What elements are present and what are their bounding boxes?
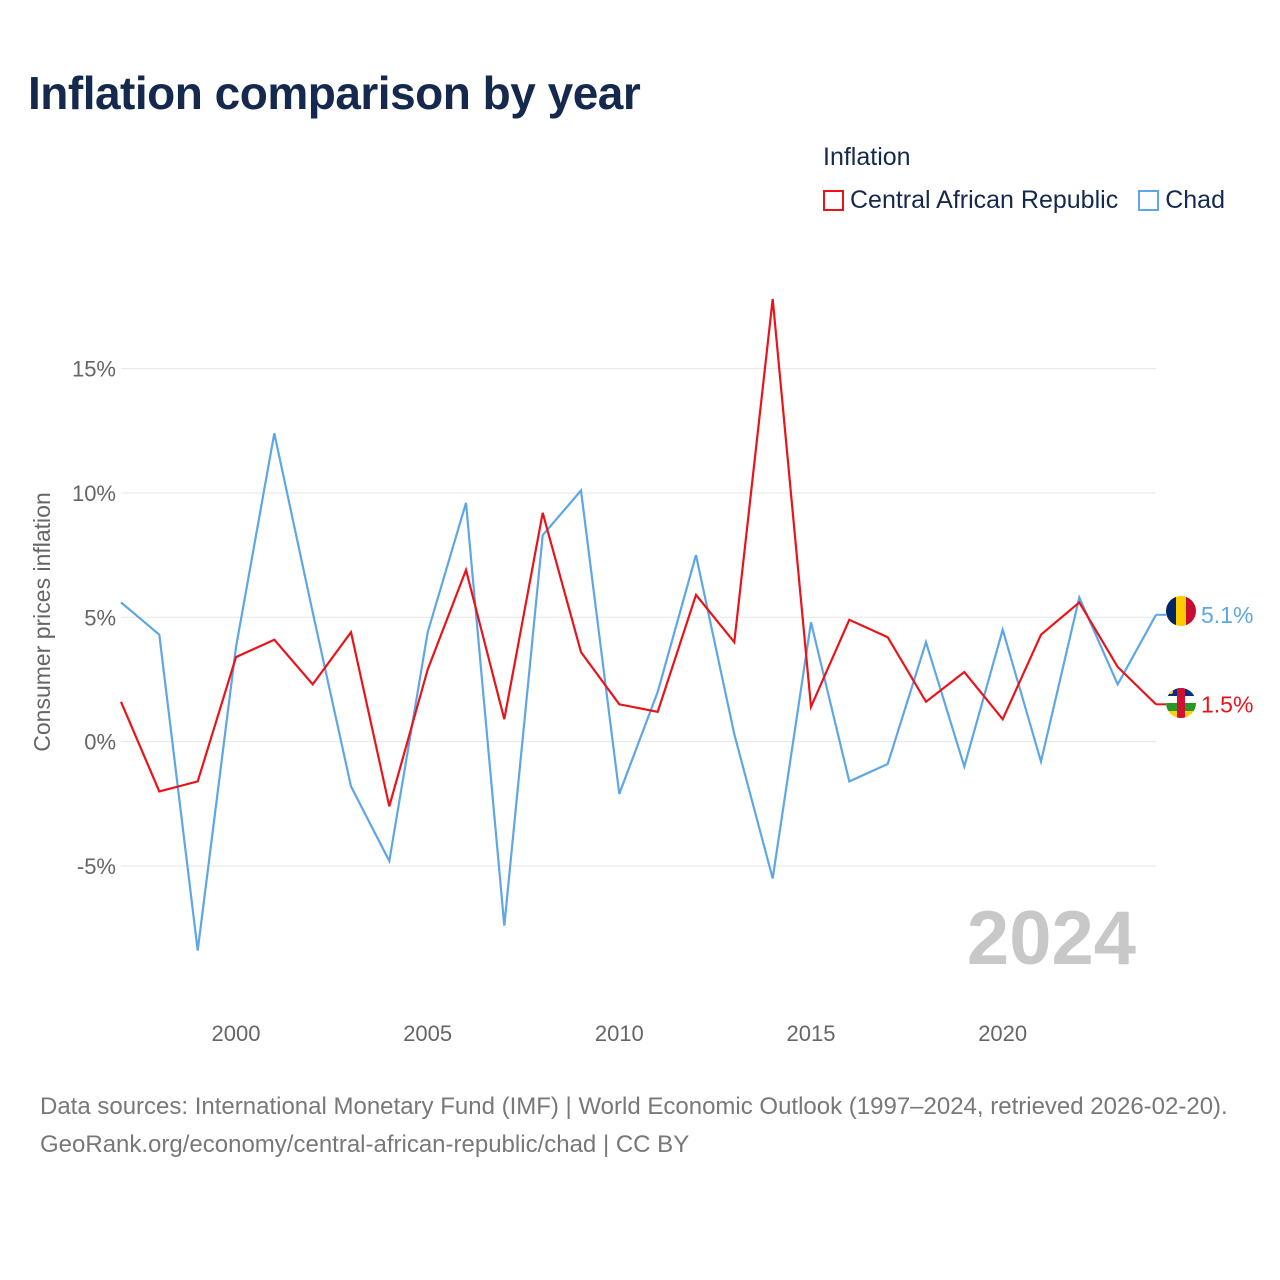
chart-title: Inflation comparison by year xyxy=(28,67,641,119)
chad-flag-icon xyxy=(1166,596,1196,626)
legend-item-chad[interactable]: Chad xyxy=(1138,186,1225,215)
y-tick-label: 0% xyxy=(84,730,116,755)
y-tick-label: 15% xyxy=(72,357,116,382)
footer: Data sources: International Monetary Fun… xyxy=(40,1088,1250,1164)
y-tick-label: 10% xyxy=(72,481,116,506)
y-tick-label: 5% xyxy=(84,605,116,630)
credit-link[interactable]: GeoRank.org/economy/central-african-repu… xyxy=(40,1131,690,1158)
legend: Inflation Central African Republic Chad xyxy=(823,143,1225,215)
legend-label-central-african-republic: Central African Republic xyxy=(850,186,1119,214)
legend-swatch-chad xyxy=(1138,190,1160,211)
x-tick-label: 2005 xyxy=(403,1021,452,1046)
line-chart: -5% 0% 5% 10% 15% 2000 2005 2010 2015 2020 Consu… xyxy=(29,298,1253,1046)
legend-label-chad: Chad xyxy=(1165,186,1225,214)
legend-item-central-african-republic[interactable]: Central African Republic xyxy=(823,186,1118,215)
legend-items: Central African Republic Chad xyxy=(823,186,1225,215)
x-tick-label: 2015 xyxy=(787,1021,836,1046)
y-tick-label: -5% xyxy=(77,854,116,879)
series-line-central-african-republic[interactable] xyxy=(119,298,1157,807)
year-watermark: 2024 xyxy=(967,896,1136,981)
legend-swatch-central-african-republic xyxy=(823,190,844,211)
end-value-label-central-african-republic: 1.5% xyxy=(1201,691,1253,717)
y-axis-label: Consumer prices inflation xyxy=(29,492,55,752)
legend-title: Inflation xyxy=(823,143,911,171)
x-tick-label: 2020 xyxy=(978,1021,1027,1046)
data-sources: Data sources: International Monetary Fun… xyxy=(40,1093,1228,1120)
end-value-label-chad: 5.1% xyxy=(1201,602,1253,628)
x-tick-label: 2000 xyxy=(212,1021,261,1046)
x-tick-label: 2010 xyxy=(595,1021,644,1046)
series-line-chad[interactable] xyxy=(120,433,1157,951)
central-african-republic-flag-icon xyxy=(1166,688,1196,718)
